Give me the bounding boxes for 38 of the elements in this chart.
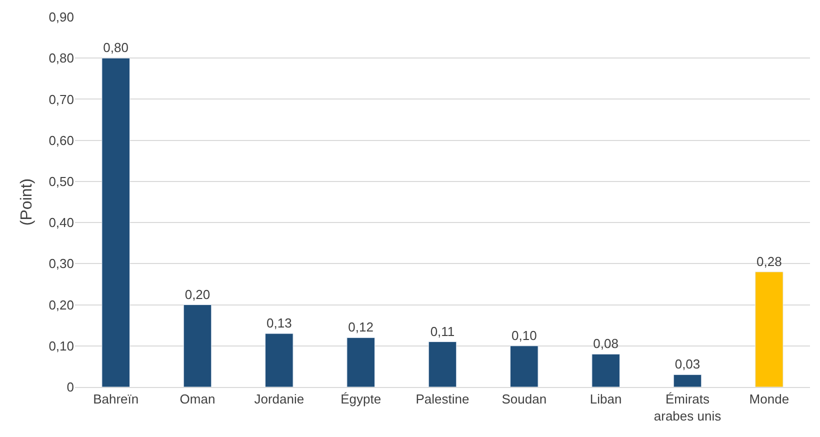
- data-label: 0,11: [430, 324, 455, 339]
- y-tick-label: 0: [66, 380, 74, 395]
- y-tick-label: 0,20: [48, 297, 74, 312]
- y-tick-label: 0,60: [48, 132, 74, 148]
- bar: [755, 272, 784, 387]
- data-label: 0,20: [184, 286, 210, 302]
- bar: [592, 354, 620, 387]
- data-label: 0,08: [593, 336, 618, 352]
- x-tick-label: Monde: [749, 392, 790, 407]
- data-label: 0,12: [348, 320, 374, 335]
- x-tick-label: Bahreïn: [93, 392, 139, 407]
- x-tick-label: Émirats arabes unis: [654, 392, 722, 424]
- bar: [673, 374, 702, 387]
- bar: [428, 342, 457, 387]
- data-label: 0,13: [266, 316, 292, 331]
- data-label: 0,03: [674, 356, 700, 372]
- bar: [510, 346, 538, 387]
- x-tick-label: Liban: [590, 392, 622, 407]
- y-tick-label: 0,10: [48, 338, 74, 354]
- bar: [346, 337, 375, 387]
- bar: [102, 58, 130, 387]
- data-label: 0,80: [103, 40, 128, 56]
- data-label: 0,28: [756, 254, 782, 269]
- x-tick-label: Oman: [180, 392, 216, 407]
- x-tick-label: Soudan: [502, 392, 547, 407]
- y-tick-label: 0,90: [48, 10, 74, 25]
- x-tick-label: Jordanie: [254, 392, 304, 407]
- y-tick-label: 0,30: [48, 256, 74, 272]
- bar: [183, 304, 212, 387]
- x-tick-label: Palestine: [416, 392, 470, 407]
- y-tick-label: 0,70: [48, 92, 74, 107]
- data-label: 0,10: [512, 328, 537, 343]
- y-tick-label: 0,50: [48, 174, 74, 189]
- y-tick-label: 0,80: [48, 50, 74, 66]
- y-tick-label: 0,40: [48, 215, 74, 230]
- x-tick-label: Égypte: [340, 392, 382, 407]
- bar: [265, 333, 294, 387]
- y-axis-title: (Point): [18, 178, 36, 226]
